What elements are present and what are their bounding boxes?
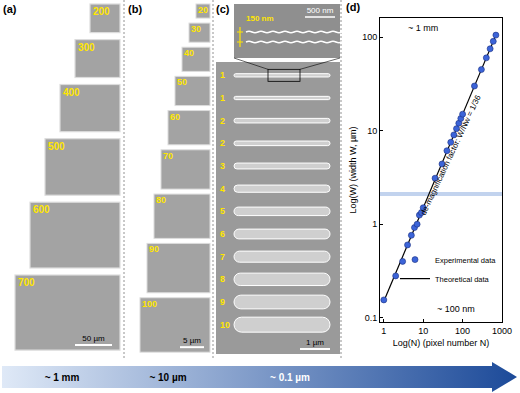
svg-text:2: 2 [220, 116, 225, 126]
svg-text:0.1: 0.1 [365, 313, 378, 323]
svg-text:1 µm: 1 µm [306, 338, 324, 347]
svg-text:~ 0.1 µm: ~ 0.1 µm [270, 372, 310, 383]
svg-text:4: 4 [220, 184, 225, 194]
svg-text:9: 9 [220, 297, 225, 307]
svg-text:500 nm: 500 nm [307, 6, 334, 15]
svg-text:40: 40 [184, 48, 194, 58]
svg-text:5: 5 [220, 206, 225, 216]
svg-text:10: 10 [418, 326, 428, 336]
svg-text:~ 1 mm: ~ 1 mm [408, 23, 438, 33]
svg-text:8: 8 [220, 274, 225, 284]
svg-text:Log(W) (width W, µm): Log(W) (width W, µm) [348, 126, 358, 213]
svg-text:Log(N) (pixel number N): Log(N) (pixel number N) [393, 338, 490, 348]
svg-text:10: 10 [220, 320, 230, 330]
svg-text:200: 200 [93, 6, 110, 17]
svg-text:~ 1 mm: ~ 1 mm [45, 372, 80, 383]
svg-text:(a): (a) [3, 3, 17, 15]
svg-text:5 µm: 5 µm [183, 336, 201, 345]
svg-text:(c): (c) [216, 3, 230, 15]
svg-text:2: 2 [220, 138, 225, 148]
svg-text:~ 100 nm: ~ 100 nm [437, 304, 475, 314]
svg-text:de-magnification factor: W/Nw: de-magnification factor: W/Nw = 1/36 [419, 93, 483, 216]
svg-text:30: 30 [191, 24, 201, 34]
svg-text:400: 400 [63, 87, 80, 98]
svg-text:1: 1 [220, 93, 225, 103]
svg-text:700: 700 [18, 277, 35, 288]
svg-text:~ 10 µm: ~ 10 µm [149, 372, 186, 383]
svg-text:60: 60 [170, 112, 180, 122]
svg-text:7: 7 [220, 252, 225, 262]
svg-text:(b): (b) [128, 3, 142, 15]
svg-text:1000: 1000 [492, 326, 512, 336]
svg-text:Theoretical data: Theoretical data [435, 275, 490, 284]
svg-text:1: 1 [220, 70, 225, 80]
svg-text:50 µm: 50 µm [82, 334, 105, 343]
svg-text:90: 90 [149, 244, 159, 254]
svg-text:600: 600 [33, 204, 50, 215]
svg-text:100: 100 [455, 326, 470, 336]
svg-text:100: 100 [362, 32, 377, 42]
svg-text:150 nm: 150 nm [246, 14, 274, 23]
svg-text:1: 1 [372, 219, 377, 229]
svg-text:50: 50 [177, 77, 187, 87]
svg-text:20: 20 [198, 5, 208, 15]
svg-text:500: 500 [48, 141, 65, 152]
svg-text:70: 70 [163, 151, 173, 161]
svg-text:6: 6 [220, 229, 225, 239]
svg-text:10: 10 [367, 126, 377, 136]
svg-text:Experimental data: Experimental data [435, 256, 496, 265]
html-text:(d): (d) [346, 1, 360, 13]
svg-text:80: 80 [156, 195, 166, 205]
svg-text:100: 100 [142, 299, 157, 309]
svg-text:1: 1 [381, 326, 386, 336]
svg-text:300: 300 [78, 42, 95, 53]
svg-text:3: 3 [220, 161, 225, 171]
